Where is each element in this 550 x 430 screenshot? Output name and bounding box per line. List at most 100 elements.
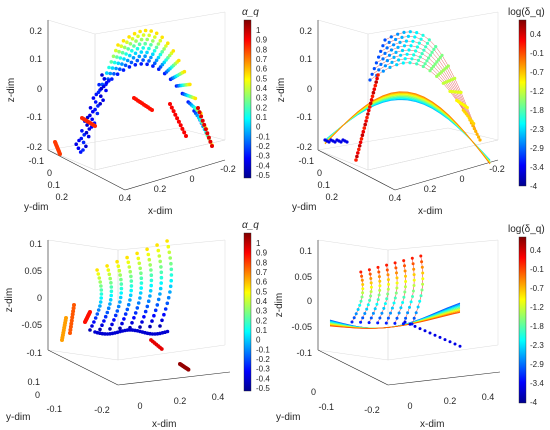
colorbar-tick: -2.9 xyxy=(530,144,544,153)
data-point xyxy=(168,290,172,294)
data-point xyxy=(354,312,358,316)
y-tick: 0.1 xyxy=(27,377,40,387)
data-point xyxy=(95,111,100,116)
colorbar-tick: 0.3 xyxy=(256,307,268,316)
data-point xyxy=(386,278,390,282)
data-point xyxy=(138,29,142,34)
data-point xyxy=(369,281,373,285)
data-point xyxy=(137,42,142,46)
data-point xyxy=(121,68,126,72)
connecting-line xyxy=(324,99,491,161)
back-wall-right xyxy=(387,239,499,361)
colorbar-tick: 0.8 xyxy=(256,45,268,54)
data-point xyxy=(472,122,476,126)
data-point xyxy=(154,31,159,36)
data-point xyxy=(134,39,138,43)
data-point xyxy=(401,61,405,65)
data-point xyxy=(402,30,406,34)
colorbar xyxy=(243,19,252,179)
data-point xyxy=(91,96,96,100)
y-tick: 0 xyxy=(35,390,40,400)
data-point xyxy=(423,62,427,66)
data-point xyxy=(356,151,360,155)
data-point xyxy=(148,324,152,329)
data-point xyxy=(93,107,97,112)
x-axis-line xyxy=(117,371,231,386)
data-point xyxy=(151,52,155,56)
data-point xyxy=(385,59,389,63)
colorbar-tick: 0.9 xyxy=(256,249,268,258)
point-cloud xyxy=(323,30,482,162)
data-point xyxy=(108,71,113,76)
data-point xyxy=(394,291,398,295)
data-point xyxy=(107,65,111,70)
data-point xyxy=(359,137,364,141)
data-point xyxy=(132,44,136,48)
x-tick: 0.2 xyxy=(444,396,457,406)
data-point xyxy=(409,300,413,304)
data-point xyxy=(381,69,385,73)
colorbar-tick: -0.1 xyxy=(256,345,270,354)
data-point xyxy=(400,35,404,40)
x-axis-label: x-dim xyxy=(148,206,172,217)
z-tick: -0.1 xyxy=(26,348,42,358)
data-point xyxy=(141,46,145,50)
data-point xyxy=(87,127,92,131)
data-point xyxy=(168,102,172,106)
y-tick: -0.1 xyxy=(46,404,62,414)
data-point xyxy=(408,30,412,34)
data-point xyxy=(166,41,170,45)
data-point xyxy=(86,134,91,139)
data-point xyxy=(396,45,400,50)
data-point xyxy=(355,154,359,159)
connecting-line xyxy=(378,45,476,132)
data-point xyxy=(427,38,431,42)
data-point xyxy=(128,293,133,298)
data-point xyxy=(202,122,207,127)
data-point xyxy=(164,44,168,48)
data-point xyxy=(459,90,463,94)
data-point xyxy=(418,327,422,331)
data-point xyxy=(119,286,124,291)
data-point xyxy=(427,56,431,60)
colorbar-tick: -0.1 xyxy=(530,49,544,58)
data-point xyxy=(85,123,89,127)
colorbar-tick: 0.5 xyxy=(256,74,268,83)
connecting-line xyxy=(369,62,471,121)
data-point xyxy=(137,54,142,59)
data-point xyxy=(438,55,442,60)
x-tick-labels: 0.4 0.2 0 -0.2 xyxy=(119,164,236,203)
data-point xyxy=(385,263,389,267)
y-tick: 0 xyxy=(317,168,322,178)
data-point xyxy=(401,301,405,304)
panel-bottom-left: 0.1 0.05 0 -0.05 -0.1 z-dim 0.1 0 -0.1 y… xyxy=(4,220,270,430)
data-point xyxy=(106,306,111,311)
colorbar-tick: 0.6 xyxy=(256,278,268,287)
data-point xyxy=(119,291,123,295)
data-point xyxy=(142,315,146,319)
x-tick: 0 xyxy=(137,401,142,411)
data-point xyxy=(91,109,95,114)
y-tick: -0.1 xyxy=(318,402,334,412)
colorbar-tick: 0.4 xyxy=(530,246,542,255)
connecting-line xyxy=(324,98,491,161)
data-point xyxy=(156,55,161,60)
data-point xyxy=(102,319,106,323)
data-point xyxy=(152,313,156,318)
data-point xyxy=(399,306,403,310)
data-point xyxy=(127,35,131,39)
data-point xyxy=(412,273,416,277)
data-point xyxy=(402,295,406,299)
x-tick: 0 xyxy=(459,174,464,184)
data-point xyxy=(367,321,371,325)
data-point xyxy=(434,45,438,49)
data-point xyxy=(120,321,124,326)
data-point xyxy=(206,135,211,140)
data-point xyxy=(395,63,399,67)
z-tick: -0.05 xyxy=(291,322,312,332)
colorbar-tick: 0.3 xyxy=(256,94,268,103)
data-point xyxy=(126,260,131,265)
data-point xyxy=(423,329,427,333)
colorbar-tick: -2.3 xyxy=(530,125,544,134)
colorbar-tick: -3.4 xyxy=(530,379,544,388)
